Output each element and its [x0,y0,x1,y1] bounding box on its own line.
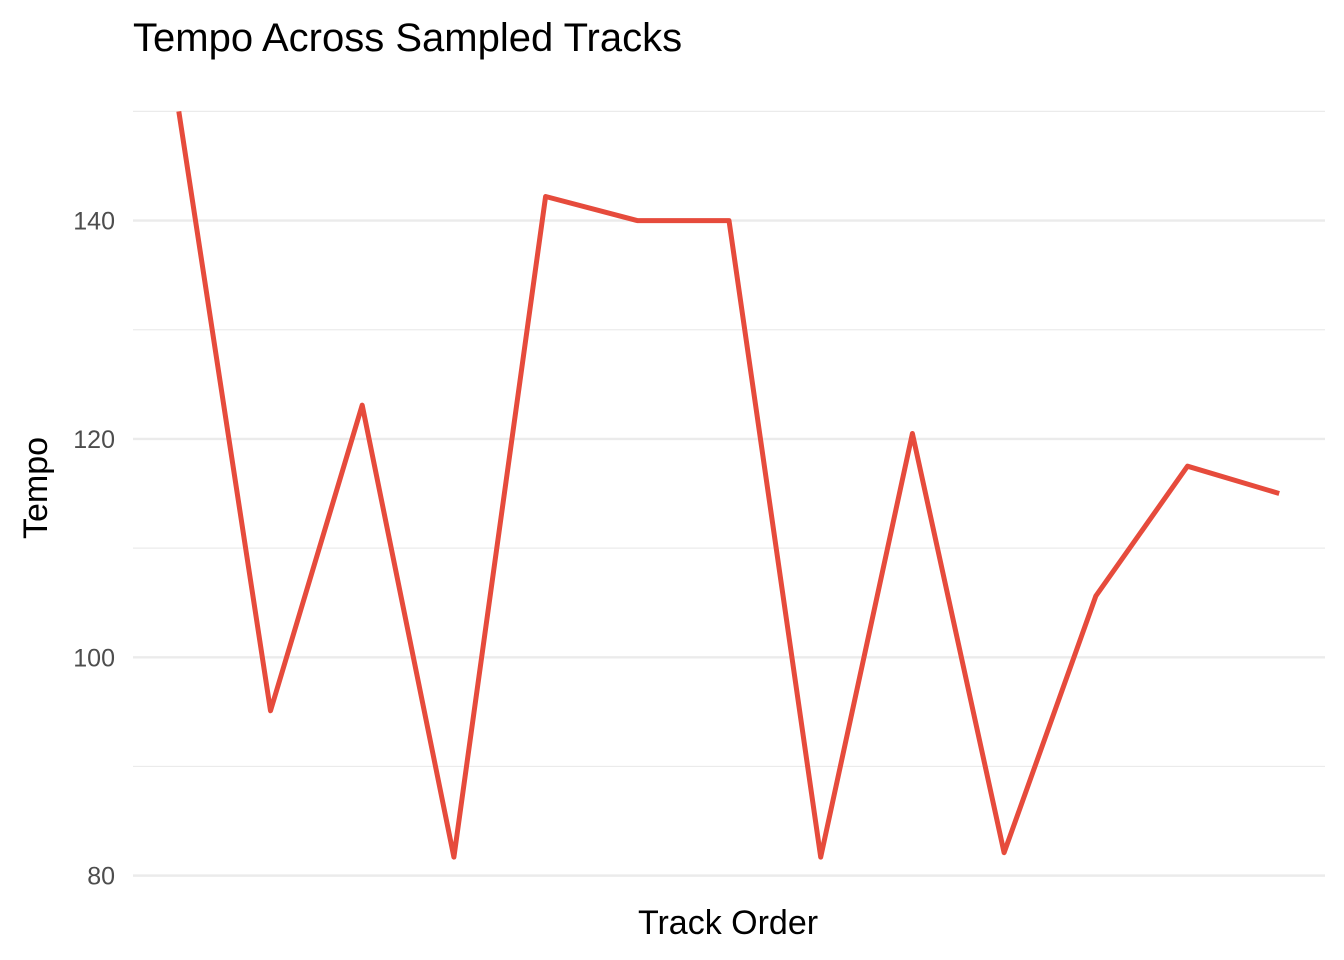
x-axis-title: Track Order [638,904,818,942]
y-axis-title: Tempo [17,437,55,539]
series-lines [176,111,1280,860]
chart-title: Tempo Across Sampled Tracks [133,16,682,60]
y-tick-label: 100 [73,644,115,672]
y-tick-label: 120 [73,426,115,454]
y-tick-label: 80 [87,863,115,891]
y-tick-label: 140 [73,208,115,236]
tempo-series-line [176,111,1280,860]
y-axis-ticks: 80 100 120 140 [73,208,115,891]
grid-lines [133,110,1325,877]
